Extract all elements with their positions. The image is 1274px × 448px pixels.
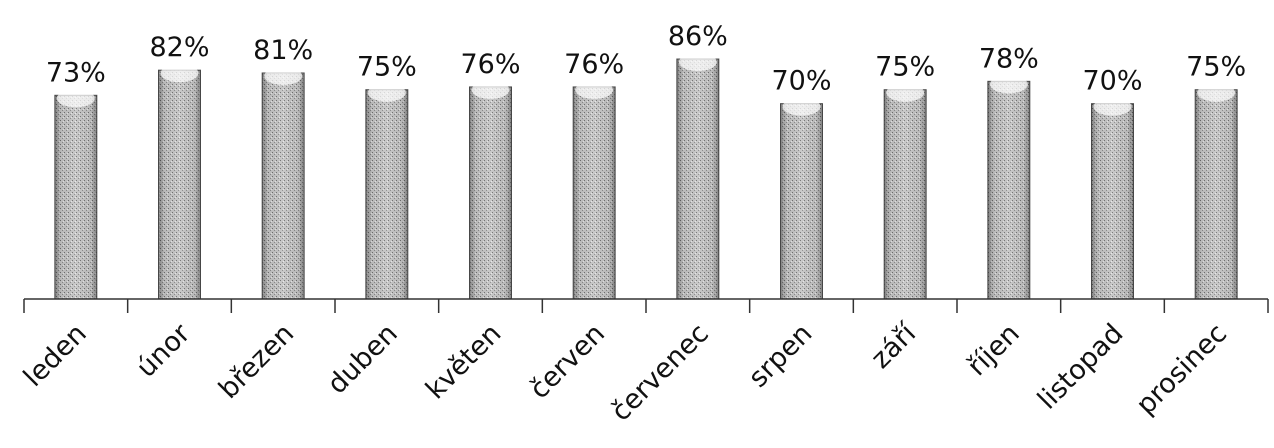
bar-top-highlight — [1197, 83, 1236, 102]
category-label-duben: duben — [322, 318, 404, 400]
category-label-prosinec: prosinec — [1130, 318, 1233, 421]
bar-top-highlight — [264, 66, 303, 85]
category-label-leden: leden — [18, 318, 93, 393]
bar-shade — [469, 86, 512, 299]
bar-shade — [573, 86, 616, 299]
value-label-červenec: 86% — [668, 21, 728, 52]
value-label-březen: 81% — [253, 35, 313, 66]
category-label-březen: březen — [213, 318, 300, 405]
value-label-červen: 76% — [564, 49, 624, 80]
bar-top-highlight — [1093, 97, 1132, 116]
bar-top-highlight — [678, 53, 717, 71]
category-label-říjen: říjen — [962, 318, 1026, 382]
bar-top-highlight — [886, 83, 925, 102]
category-label-únor: únor — [131, 317, 197, 383]
bar-shade — [1195, 89, 1238, 299]
category-label-červenec: červenec — [605, 318, 714, 427]
category-label-květen: květen — [420, 318, 507, 405]
value-label-říjen: 78% — [979, 43, 1039, 74]
value-label-prosinec: 75% — [1186, 52, 1246, 83]
bar-shade — [1091, 103, 1134, 300]
value-label-srpen: 70% — [771, 66, 831, 97]
value-label-listopad: 70% — [1082, 66, 1142, 97]
bar-shade — [158, 70, 201, 300]
value-label-září: 75% — [875, 52, 935, 83]
category-label-listopad: listopad — [1032, 318, 1130, 416]
bar-shade — [884, 89, 927, 299]
bar-top-highlight — [56, 89, 95, 108]
value-label-únor: 82% — [149, 32, 209, 63]
bar-top-highlight — [367, 83, 406, 102]
bar-shade — [262, 72, 305, 299]
value-label-duben: 75% — [357, 52, 417, 83]
category-label-září: září — [865, 317, 923, 375]
bar-top-highlight — [782, 97, 821, 116]
bars-group — [54, 53, 1238, 300]
bar-top-highlight — [989, 75, 1028, 94]
bar-shade — [54, 95, 97, 299]
bar-shade — [780, 103, 823, 300]
x-axis — [23, 298, 1269, 313]
bar-top-highlight — [471, 80, 510, 99]
bar-shade — [987, 81, 1030, 299]
category-labels-group: leden únor březen duben květen červenčervenec… — [18, 317, 1233, 427]
value-label-květen: 76% — [460, 49, 520, 80]
value-labels-group: 73% 82% 81% 75% 76% 76% 86% 70% 75% 78% 70% 75% — [46, 21, 1246, 97]
category-label-srpen: srpen — [743, 318, 819, 394]
bar-shade — [676, 59, 719, 299]
bar-top-highlight — [160, 64, 199, 83]
category-label-červen: červen — [524, 318, 611, 405]
bar-top-highlight — [575, 80, 614, 99]
bar-shade — [365, 89, 408, 299]
value-label-leden: 73% — [46, 57, 106, 88]
